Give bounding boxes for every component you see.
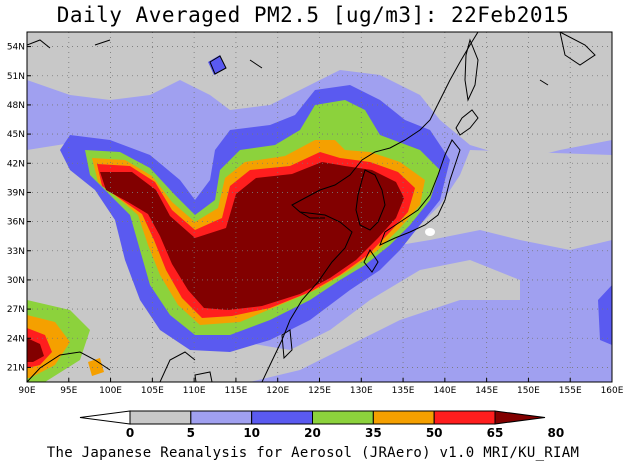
colorbar-label: 10 (243, 426, 260, 440)
coast-hainan (194, 371, 213, 382)
colorbar-label: 5 (187, 426, 195, 440)
coast-japan-hokkaido (455, 109, 479, 136)
field-level-5-10-east (400, 150, 612, 250)
lon-tick-label: 110E (183, 386, 206, 396)
lon-tick-label: 115E (224, 386, 247, 396)
lon-tick-label: 120E (266, 386, 289, 396)
field-level-0-5 (425, 228, 435, 236)
colorbar-label: 65 (487, 426, 504, 440)
colorbar: 0 5 10 20 35 50 65 80 (79, 410, 564, 440)
map-title: Daily Averaged PM2.5 [ug/m3]: 22Feb2015 (56, 3, 570, 27)
lon-tick-label: 145E (475, 386, 498, 396)
colorbar-label: 35 (365, 426, 382, 440)
coast-north-shore (27, 39, 549, 86)
field-spot-orange (88, 358, 104, 376)
lon-tick-label: 130E (350, 386, 373, 396)
colorbar-min-triangle (79, 410, 131, 425)
colorbar-label: 0 (126, 426, 134, 440)
colorbar-max-triangle (494, 410, 546, 425)
lon-tick-label: 100E (99, 386, 122, 396)
coastlines (27, 32, 596, 382)
coast-japan-honshu (379, 139, 461, 246)
field-southwest-hotspot-darkred (27, 338, 44, 362)
coast-kyushu (363, 249, 379, 273)
lon-tick-label: 150E (517, 386, 540, 396)
coast-kamchatka (559, 32, 596, 66)
longitude-labels: 90E 95E 100E 105E 110E 115E 120E 125E 130E 135E 14… (18, 378, 624, 396)
lat-tick-label: 36N (7, 218, 25, 228)
latitude-labels: 54N 51N 48N 45N 42N 39N 36N 33N 30N 27N 24N 21N (7, 43, 31, 373)
lat-tick-label: 27N (7, 305, 25, 315)
field-level-80-plus (100, 162, 404, 310)
colorbar-swatch (190, 410, 253, 425)
colorbar-label: 50 (426, 426, 443, 440)
lat-tick-label: 33N (7, 247, 25, 257)
colorbar-swatch (433, 410, 496, 425)
lat-tick-label: 39N (7, 188, 25, 198)
coast-taiwan (281, 329, 293, 360)
field-level-5-10-southwest (27, 140, 520, 382)
coast-gulf-tonkin (159, 351, 196, 382)
lat-tick-label: 42N (7, 159, 25, 169)
footer-credit: The Japanese Reanalysis for Aerosol (JRA… (46, 445, 580, 461)
lon-tick-label: 125E (308, 386, 331, 396)
coast-china-east (261, 32, 479, 382)
lon-tick-label: 135E (392, 386, 415, 396)
lon-tick-label: 95E (60, 386, 77, 396)
coast-bay (299, 211, 325, 219)
lon-tick-label: 155E (559, 386, 582, 396)
lat-tick-label: 48N (7, 101, 25, 111)
lat-tick-label: 21N (7, 363, 25, 373)
lat-tick-label: 24N (7, 334, 25, 344)
colorbar-swatch (312, 410, 374, 425)
lon-tick-label: 160E (601, 386, 624, 396)
lat-tick-label: 30N (7, 276, 25, 286)
coast-korea (355, 169, 386, 231)
coast-sakhalin (464, 38, 479, 102)
lat-tick-label: 54N (7, 43, 25, 53)
coast-indochina (27, 351, 111, 382)
lon-tick-label: 90E (18, 386, 35, 396)
colorbar-swatch (372, 410, 435, 425)
colorbar-swatch (129, 410, 192, 425)
lat-tick-label: 45N (7, 130, 25, 140)
lat-tick-label: 51N (7, 72, 25, 82)
lon-tick-label: 140E (433, 386, 456, 396)
coast-lake-baikal (209, 55, 227, 75)
graticule (27, 32, 612, 382)
lon-tick-label: 105E (141, 386, 164, 396)
colorbar-label: 20 (304, 426, 321, 440)
colorbar-swatch (251, 410, 314, 425)
colorbar-label: 80 (547, 426, 564, 440)
field-level-20-35-southeast (598, 285, 612, 345)
